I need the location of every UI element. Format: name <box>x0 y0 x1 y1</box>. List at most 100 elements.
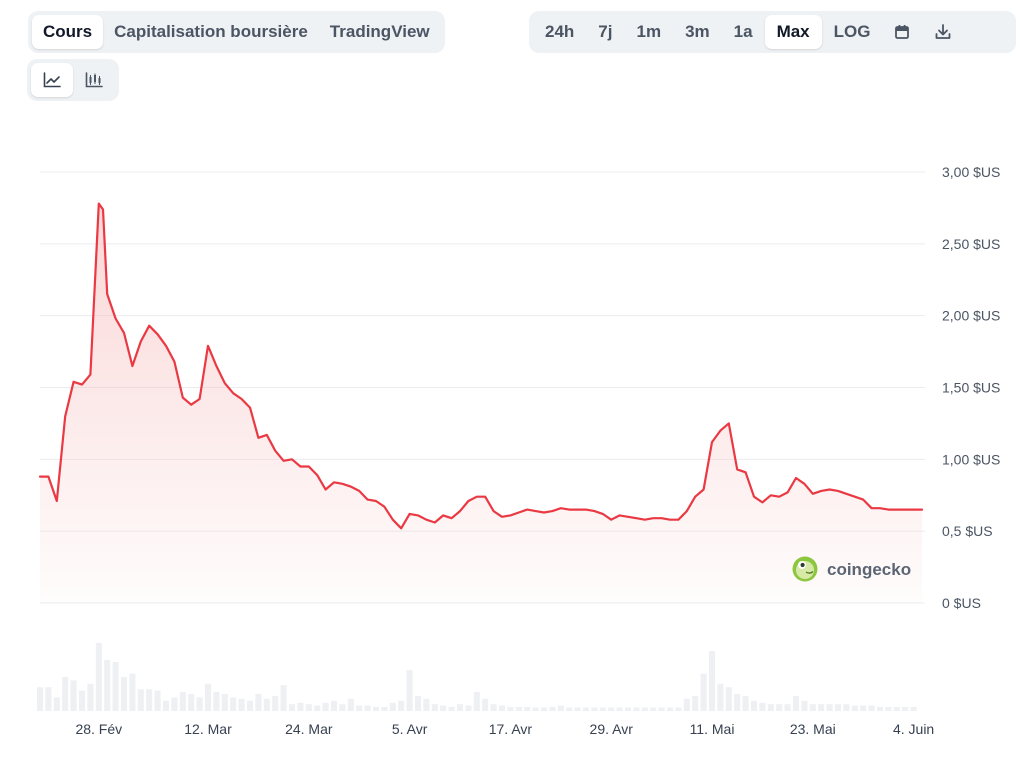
volume-bar <box>272 696 279 711</box>
volume-bars <box>36 643 917 711</box>
candlestick-chart-icon[interactable] <box>73 63 115 97</box>
volume-bar <box>574 707 581 711</box>
volume-bar <box>801 700 808 711</box>
range-7j[interactable]: 7j <box>598 22 613 41</box>
volume-bar <box>490 704 497 711</box>
x-tick-label: 23. Mai <box>790 721 836 737</box>
volume-bar <box>456 704 464 711</box>
range-log[interactable]: LOG <box>833 22 871 41</box>
volume-bar <box>120 677 128 711</box>
range-max[interactable]: Max <box>764 15 822 49</box>
x-tick-label: 4. Juin <box>893 721 934 737</box>
volume-bar <box>616 707 623 711</box>
volume-bar <box>288 704 296 711</box>
y-axis: 0 $US 0,5 $US 1,00 $US 1,50 $US 2,00 $US 2,50… <box>942 164 1000 611</box>
volume-bar <box>692 696 699 711</box>
volume-bar <box>557 705 564 711</box>
volume-bar <box>893 706 900 711</box>
calendar-icon[interactable] <box>882 15 922 49</box>
volume-bar <box>524 706 531 711</box>
volume-bar <box>784 704 791 711</box>
watermark: coingecko <box>792 556 911 582</box>
x-axis: 28. Fév 12. Mar 24. Mar 5. Avr 17. Avr 29. Av… <box>75 721 934 737</box>
x-tick-label: 28. Fév <box>75 721 122 737</box>
x-tick-label: 24. Mar <box>285 721 333 737</box>
volume-bar <box>146 689 153 711</box>
volume-bar <box>675 707 682 711</box>
volume-bar <box>95 643 102 711</box>
volume-bar <box>238 698 245 711</box>
y-tick-label: 1,50 $US <box>942 380 1000 396</box>
volume-bar <box>507 706 514 711</box>
volume-bar <box>87 683 94 711</box>
x-tick-label: 29. Avr <box>590 721 634 737</box>
y-tick-label: 3,00 $US <box>942 164 1000 180</box>
volume-bar <box>104 660 111 711</box>
y-tick-label: 0 $US <box>942 595 981 611</box>
tab-tradingview[interactable]: TradingView <box>329 22 430 41</box>
x-tick-label: 12. Mar <box>184 721 232 737</box>
volume-bar <box>818 704 825 711</box>
volume-bar <box>339 704 346 711</box>
volume-bar <box>423 698 430 711</box>
volume-bar <box>78 690 86 711</box>
volume-bar <box>767 704 774 711</box>
volume-bar <box>62 677 69 711</box>
volume-bar <box>188 694 195 711</box>
line-chart-icon[interactable] <box>31 63 73 97</box>
volume-bar <box>876 706 884 711</box>
view-tabs: Cours Capitalisation boursière TradingVi… <box>28 11 445 53</box>
range-24h[interactable]: 24h <box>545 22 575 41</box>
volume-bar <box>414 696 422 711</box>
volume-bar <box>566 707 573 711</box>
range-1m[interactable]: 1m <box>636 22 662 41</box>
volume-bar <box>381 706 388 711</box>
volume-bar <box>322 702 329 711</box>
price-area <box>40 203 922 603</box>
volume-bar <box>70 680 77 711</box>
x-tick-label: 5. Avr <box>392 721 428 737</box>
volume-bar <box>910 706 917 711</box>
volume-bar <box>314 705 321 711</box>
volume-bar <box>297 702 304 711</box>
y-tick-label: 2,50 $US <box>942 236 1000 252</box>
volume-bar <box>540 707 548 711</box>
volume-bar <box>641 707 648 711</box>
volume-bar <box>179 691 186 711</box>
volume-bar <box>860 705 867 711</box>
volume-bar <box>473 691 480 711</box>
range-tabs: 24h 7j 1m 3m 1a Max LOG <box>529 11 1016 53</box>
range-1a[interactable]: 1a <box>733 22 753 41</box>
watermark-text: coingecko <box>827 560 911 579</box>
volume-bar <box>742 696 749 711</box>
volume-bar <box>154 690 161 711</box>
y-tick-label: 2,00 $US <box>942 308 1000 324</box>
range-3m[interactable]: 3m <box>685 22 710 41</box>
volume-bar <box>356 705 363 711</box>
volume-bar <box>851 705 858 711</box>
volume-bar <box>129 673 136 711</box>
volume-bar <box>162 700 170 711</box>
volume-bar <box>708 651 716 711</box>
volume-bar <box>658 707 665 711</box>
volume-bar <box>809 704 816 711</box>
tab-capitalisation[interactable]: Capitalisation boursière <box>114 22 308 41</box>
volume-bar <box>221 694 228 711</box>
volume-bar <box>196 697 203 711</box>
volume-bar <box>280 685 287 711</box>
x-tick-label: 11. Mai <box>690 721 735 737</box>
volume-bar <box>532 707 539 711</box>
volume-bar <box>792 696 800 711</box>
volume-bar <box>776 704 783 711</box>
volume-bar <box>725 687 732 711</box>
volume-bar <box>364 705 371 711</box>
volume-bar <box>448 706 455 711</box>
tab-cours[interactable]: Cours <box>32 15 104 49</box>
volume-bar <box>406 670 413 711</box>
volume-bar <box>885 706 892 711</box>
volume-bar <box>834 704 842 711</box>
x-tick-label: 17. Avr <box>489 721 533 737</box>
volume-bar <box>53 697 60 711</box>
download-icon[interactable] <box>922 15 964 49</box>
